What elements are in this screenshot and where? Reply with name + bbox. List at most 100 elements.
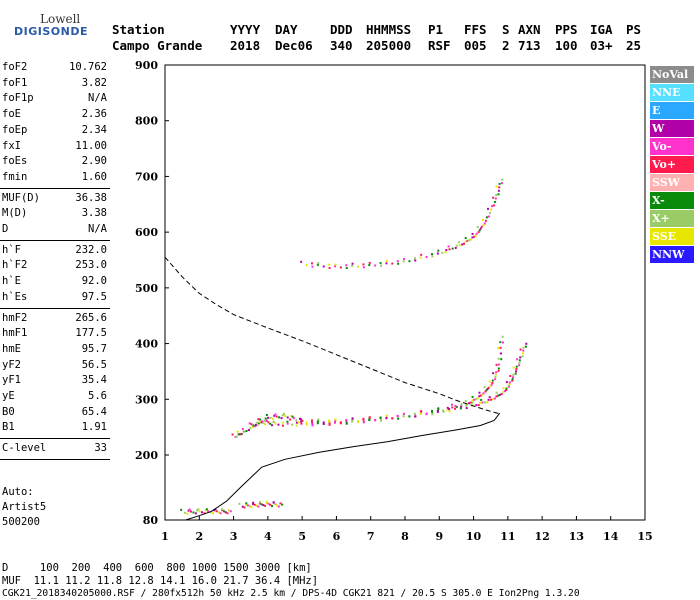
x-tick-label: 6 (333, 530, 341, 543)
echo-point (243, 430, 246, 433)
digisonde-logo-text: DIGISONDE (14, 25, 88, 38)
echo-point (445, 248, 448, 251)
echo-point (231, 433, 234, 436)
param-name: B1 (2, 421, 15, 434)
echo-point (362, 417, 365, 420)
param-value: N/A (88, 92, 107, 105)
echo-point (283, 412, 285, 415)
y-tick-label: 400 (135, 338, 158, 351)
echo-point (498, 393, 501, 396)
true-height-profile (185, 412, 501, 521)
header-value-1: 2018 (230, 38, 261, 53)
echo-point (192, 511, 195, 514)
echo-point (316, 420, 319, 423)
legend-item: E (650, 102, 694, 119)
header-value-7: 2 (502, 38, 510, 53)
param-name: yF1 (2, 374, 21, 387)
header-value-3: 340 (330, 38, 353, 53)
param-row: yF2 56.5 (2, 358, 107, 373)
echo-point (420, 253, 423, 256)
echo-point (277, 423, 280, 426)
param-value: 3.82 (81, 76, 107, 89)
echo-point (267, 502, 270, 505)
echo-point (265, 501, 268, 504)
echo-point (469, 401, 472, 404)
echo-point (186, 512, 189, 515)
echo-point (219, 512, 222, 515)
echo-point (437, 249, 440, 252)
echo-point (408, 260, 411, 263)
echo-point (254, 425, 257, 428)
echo-point (248, 505, 251, 508)
echo-point (391, 262, 394, 265)
echo-point (385, 416, 388, 419)
echo-point (478, 391, 481, 394)
echo-point (497, 357, 500, 360)
echo-point (507, 385, 510, 388)
echo-point (425, 255, 428, 258)
echo-point (475, 404, 478, 407)
x-tick-label: 3 (230, 530, 238, 543)
param-name: foEs (2, 155, 28, 168)
echo-point (334, 418, 337, 421)
echo-point (518, 361, 521, 364)
echo-point (291, 423, 294, 426)
echo-point (243, 506, 246, 509)
echo-point (509, 375, 512, 377)
echo-point (471, 399, 474, 402)
legend-item: X+ (650, 210, 694, 227)
param-row: hmF2 265.6 (2, 311, 107, 326)
echo-point (437, 408, 440, 411)
param-name: M(D) (2, 207, 28, 220)
echo-point (468, 402, 471, 405)
param-name: hmF2 (2, 311, 28, 324)
x-tick-label: 12 (534, 530, 549, 543)
echo-point (241, 427, 244, 430)
echo-point (487, 207, 489, 210)
param-name: h`F (2, 243, 21, 256)
echo-point (305, 264, 308, 267)
echo-point (471, 232, 474, 235)
echo-point (265, 414, 268, 416)
param-name: foF1 (2, 76, 28, 89)
x-tick-label: 4 (264, 530, 272, 543)
echo-point (492, 398, 495, 401)
echo-point (508, 381, 511, 384)
echo-point (479, 227, 482, 230)
echo-point (272, 417, 274, 420)
echo-point (187, 509, 190, 512)
echo-point (269, 416, 272, 419)
echo-point (442, 409, 445, 412)
echo-point (483, 401, 486, 404)
header-label-0: Station (112, 22, 165, 37)
param-row: foEp 2.34 (2, 123, 107, 138)
param-row: C-level 33 (2, 441, 107, 456)
header-value-6: 005 (464, 38, 487, 53)
echo-point (494, 200, 497, 203)
legend-item: SSW (650, 174, 694, 191)
echo-point (300, 422, 303, 425)
artist-version: Artist5 (2, 501, 47, 513)
echo-point (431, 253, 433, 256)
echo-point (500, 393, 503, 396)
legend-item: X- (650, 192, 694, 209)
param-value: 2.90 (81, 155, 107, 168)
param-value: 95.7 (81, 342, 107, 355)
echo-point (262, 504, 265, 507)
param-name: foEp (2, 123, 28, 136)
echo-point (217, 511, 220, 514)
echo-point (362, 420, 365, 423)
echo-point (311, 419, 313, 422)
param-value: 65.4 (81, 405, 107, 418)
param-value: 2.36 (81, 108, 107, 121)
echo-point (380, 419, 382, 422)
echo-point (240, 433, 243, 436)
echo-point (334, 420, 336, 423)
echo-point (469, 238, 472, 241)
echo-point (278, 416, 281, 419)
echo-point (368, 264, 371, 267)
echo-point (357, 420, 359, 423)
echo-point (265, 500, 268, 503)
param-separator (0, 458, 110, 460)
echo-point (252, 501, 255, 504)
